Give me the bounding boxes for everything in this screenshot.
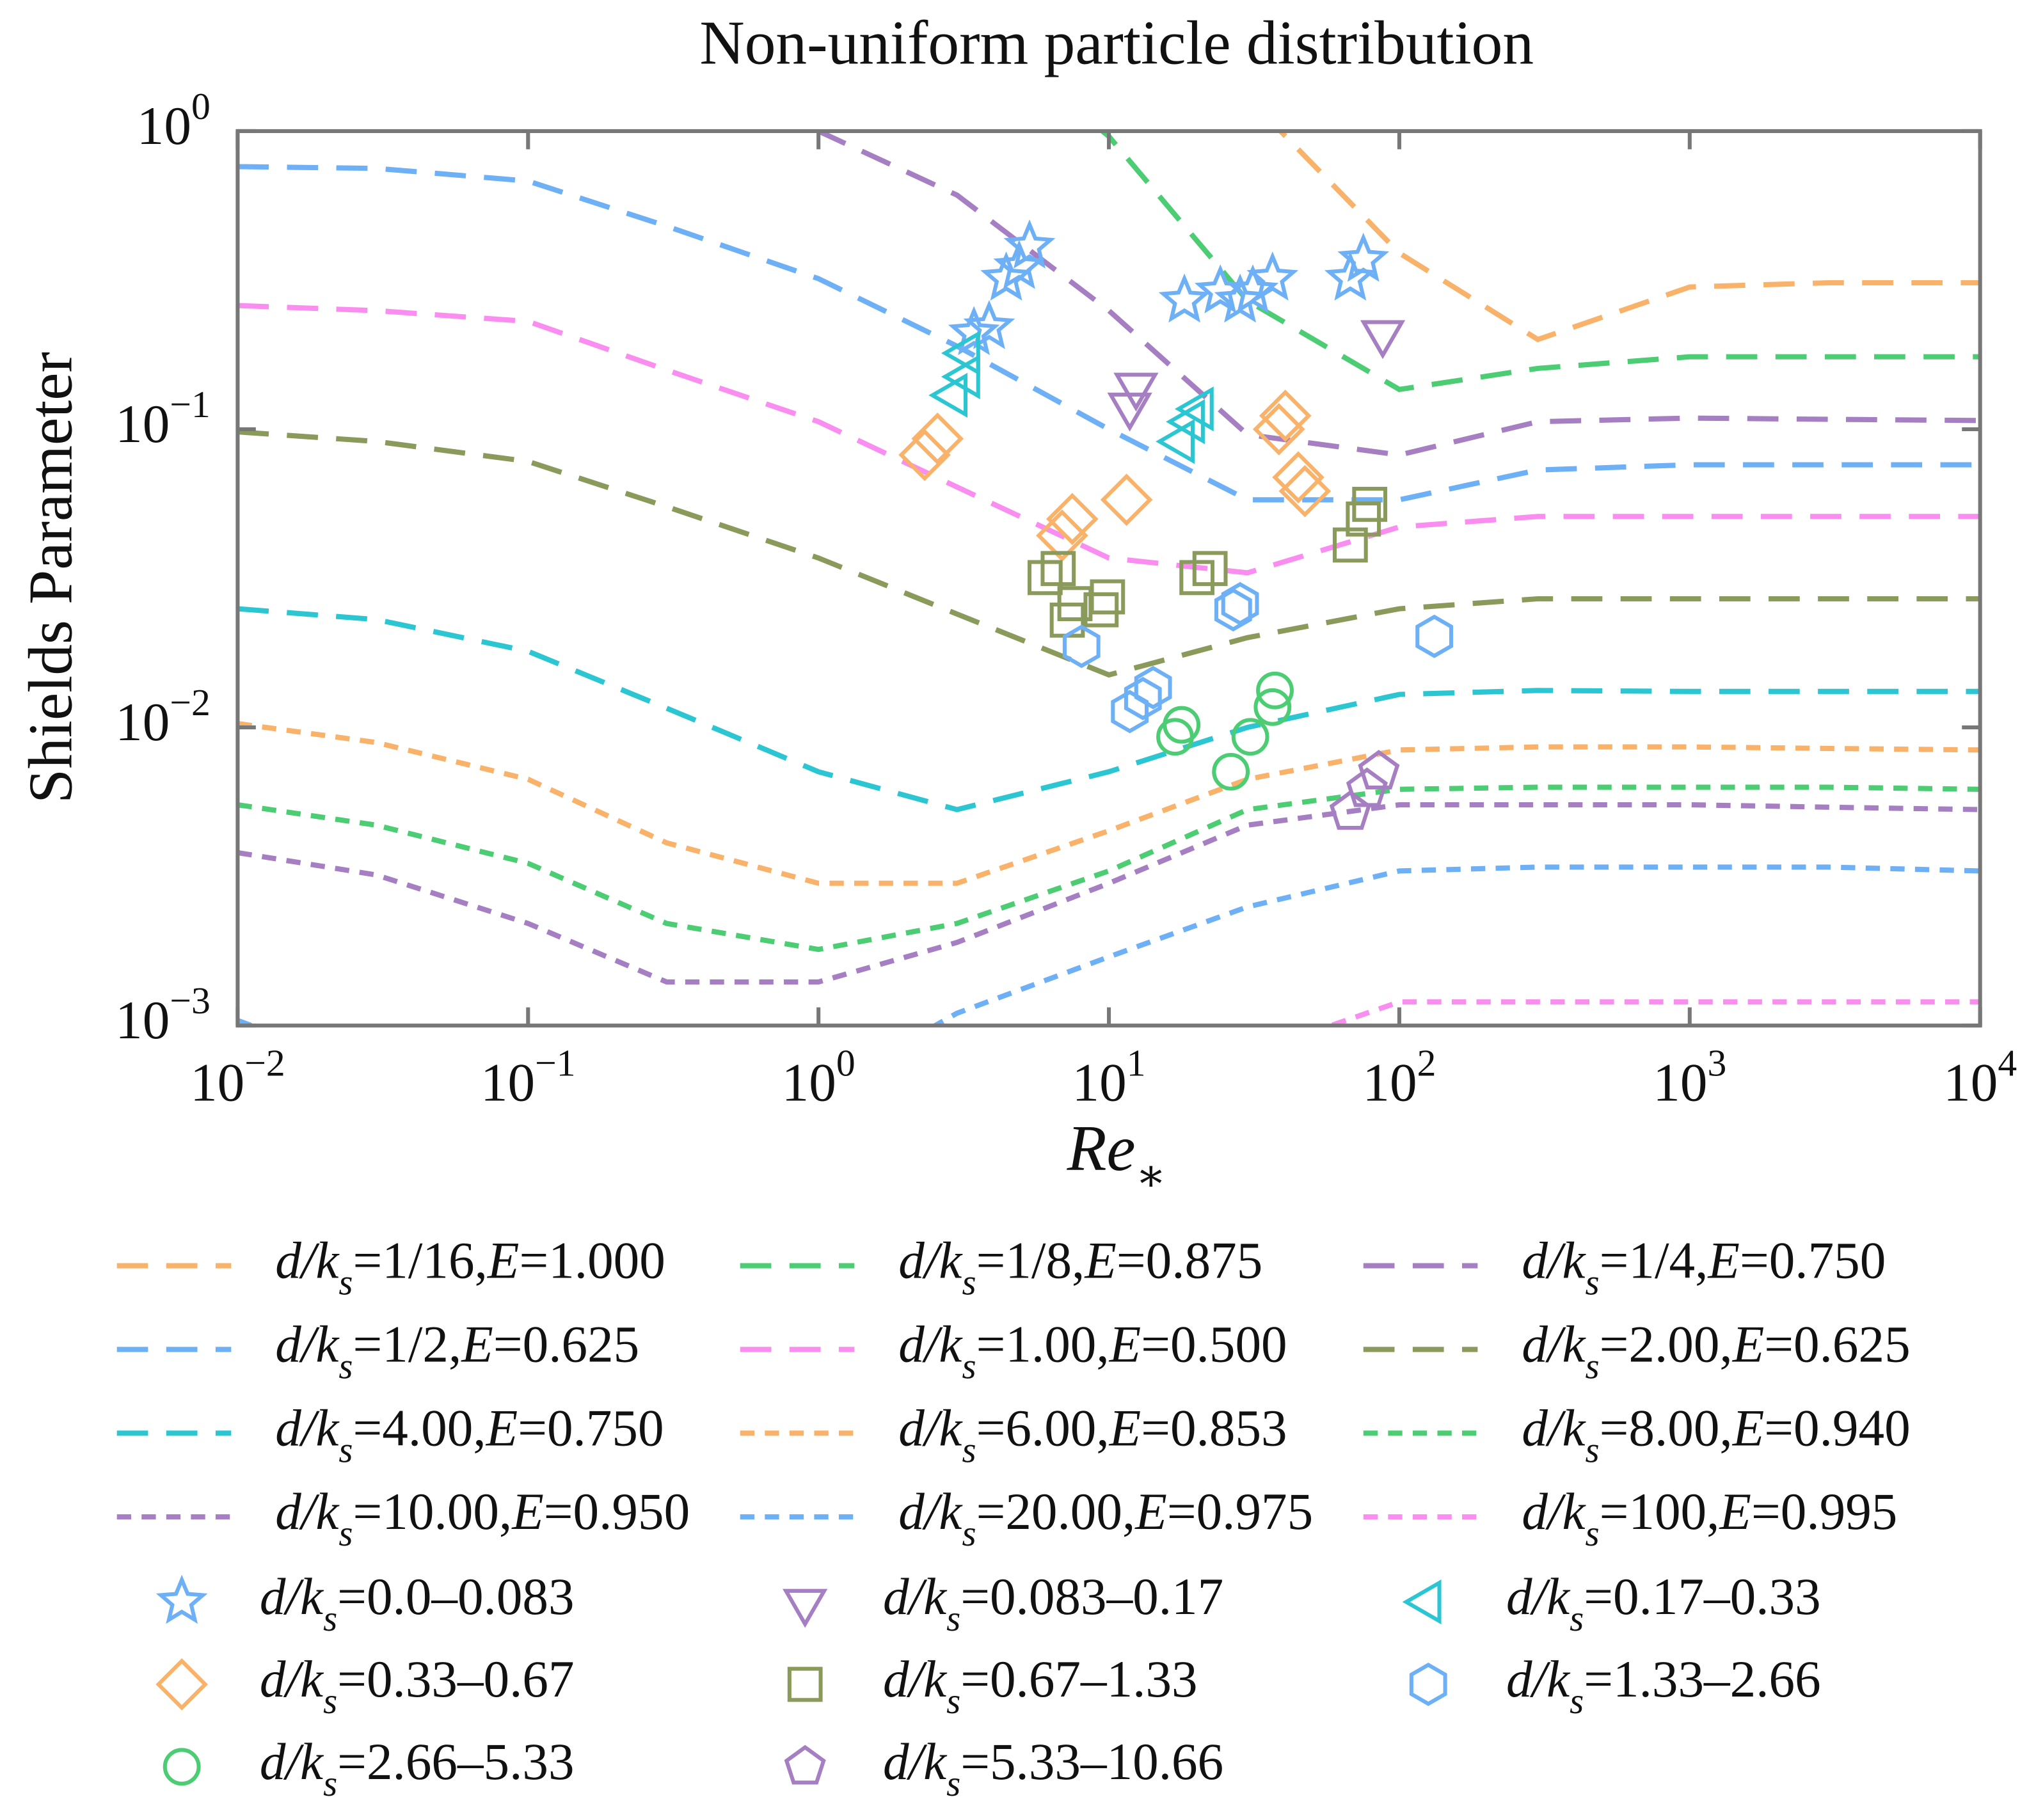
marker <box>1090 579 1125 615</box>
y-axis-label: Shields Parameter <box>17 352 86 803</box>
x-tick-label: 10−1 <box>481 1041 576 1112</box>
marker <box>1192 551 1228 587</box>
x-tick-label: 102 <box>1362 1041 1436 1112</box>
marker <box>1272 451 1324 503</box>
legend-label: d/ks=4.00,E=0.750 <box>275 1399 664 1470</box>
marker <box>1332 527 1368 563</box>
chart-title: Non-uniform particle distribution <box>699 8 1534 77</box>
marker <box>1179 560 1215 596</box>
x-tick-label: 103 <box>1653 1041 1726 1112</box>
marker <box>1134 665 1172 709</box>
marker <box>1256 671 1294 709</box>
marker <box>1346 767 1388 807</box>
x-tick-label: 104 <box>1943 1041 2017 1112</box>
marker <box>1212 752 1250 791</box>
y-tick-label: 100 <box>137 85 211 156</box>
marker <box>784 1745 826 1785</box>
marker <box>980 251 1032 301</box>
y-tick-label: 10−1 <box>115 383 211 454</box>
marker <box>1352 486 1388 522</box>
marker <box>1252 403 1305 455</box>
marker <box>963 299 1015 349</box>
marker <box>1415 614 1454 658</box>
curve <box>237 303 1980 576</box>
legend-label: d/ks=5.33–10.66 <box>883 1732 1223 1803</box>
marker <box>928 372 968 418</box>
legend-label: d/ks=10.00,E=0.950 <box>275 1483 690 1554</box>
marker <box>1062 624 1101 669</box>
marker <box>1124 676 1162 720</box>
marker <box>783 1588 828 1628</box>
marker <box>1046 493 1099 546</box>
marker <box>1360 320 1406 360</box>
marker <box>898 429 951 481</box>
marker <box>1113 372 1159 412</box>
plot-area <box>237 131 1980 1026</box>
marker <box>1221 582 1259 626</box>
legend-label: d/ks=1.00,E=0.500 <box>898 1315 1287 1386</box>
y-tick-label: 10−3 <box>115 979 211 1050</box>
marker <box>941 330 980 376</box>
marker <box>1163 706 1201 744</box>
marker <box>1003 219 1056 269</box>
marker <box>1402 1579 1442 1625</box>
curve <box>237 784 1980 953</box>
x-axis-label: Re∗ <box>1067 1112 1166 1201</box>
marker <box>1027 560 1063 596</box>
legend-label: d/ks=8.00,E=0.940 <box>1522 1399 1910 1470</box>
x-tick-label: 10−2 <box>190 1041 285 1112</box>
marker <box>155 1574 208 1624</box>
marker <box>1246 251 1299 301</box>
legend-label: d/ks=2.66–5.33 <box>260 1732 575 1803</box>
legend-label: d/ks=0.33–0.67 <box>260 1650 575 1721</box>
marker <box>1214 588 1252 632</box>
marker <box>948 306 1000 356</box>
marker <box>941 354 980 400</box>
x-tick-label: 101 <box>1072 1041 1146 1112</box>
legend-label: d/ks=1/4,E=0.750 <box>1522 1231 1886 1302</box>
marker <box>1259 390 1312 442</box>
marker <box>1100 473 1153 526</box>
x-tick-label: 100 <box>782 1041 855 1112</box>
y-tick-label: 10−2 <box>115 681 211 752</box>
legend-label: d/ks=0.0–0.083 <box>260 1568 575 1639</box>
legend-label: d/ks=2.00,E=0.625 <box>1522 1315 1910 1386</box>
legend-label: d/ks=0.17–0.33 <box>1506 1568 1821 1639</box>
legend-label: d/ks=0.67–1.33 <box>883 1650 1198 1721</box>
marker <box>1174 386 1214 432</box>
curve <box>237 429 1980 678</box>
marker <box>1083 592 1119 628</box>
marker <box>1278 464 1332 518</box>
curve <box>1276 131 1980 343</box>
marker <box>1253 688 1292 726</box>
marker <box>1231 718 1269 756</box>
legend-label: d/ks=1/8,E=0.875 <box>898 1231 1262 1302</box>
curve <box>237 802 1980 985</box>
marker <box>1227 264 1279 313</box>
legend-label: d/ks=100,E=0.995 <box>1522 1483 1897 1554</box>
legend-label: d/ks=1/2,E=0.625 <box>275 1315 639 1386</box>
legend-label: d/ks=1.33–2.66 <box>1506 1650 1821 1721</box>
marker <box>911 412 964 465</box>
marker <box>1337 232 1390 282</box>
marker <box>163 1748 201 1786</box>
marker <box>1040 551 1076 587</box>
legend-label: d/ks=6.00,E=0.853 <box>898 1399 1287 1470</box>
legend-label: d/ks=1/16,E=1.000 <box>275 1231 665 1302</box>
legend-label: d/ks=0.083–0.17 <box>883 1568 1223 1639</box>
marker <box>1409 1662 1447 1706</box>
marker <box>155 1658 208 1711</box>
curve <box>237 606 1980 812</box>
marker <box>1156 418 1195 464</box>
marker <box>1158 273 1211 323</box>
marker <box>787 1666 823 1702</box>
curve <box>237 721 1980 886</box>
legend-label: d/ks=20.00,E=0.975 <box>898 1483 1313 1554</box>
marker <box>1358 750 1400 790</box>
